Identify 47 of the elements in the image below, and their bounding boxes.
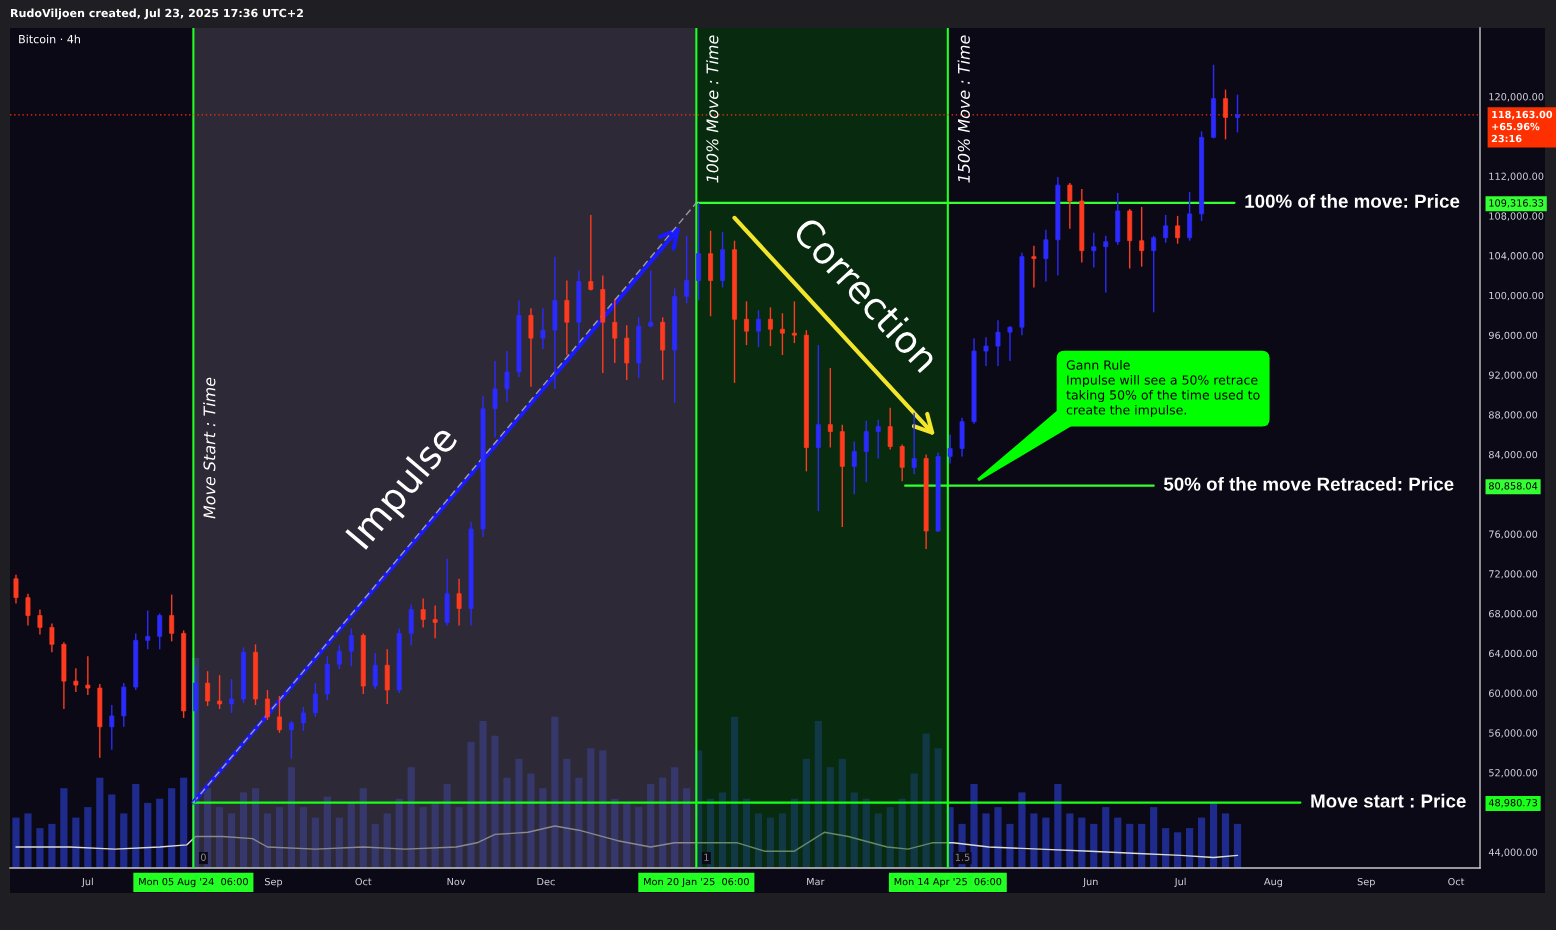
- annotation: Gann Rule Impulse will see a 50% retrace taking 50% of the time used to create the impulse.: [1066, 360, 1260, 417]
- annotation: 0: [200, 853, 206, 861]
- annotation: 1.5: [955, 853, 970, 861]
- y-tick-label: 104,000.00: [1489, 252, 1544, 261]
- y-tick-label: 120,000.00: [1489, 93, 1544, 102]
- y-tick-label: 96,000.00: [1488, 331, 1538, 340]
- y-tick-label: 48,980.73: [1488, 799, 1538, 808]
- y-tick-label: 72,000.00: [1489, 570, 1538, 579]
- legend-label: 100% of the move: Price: [1245, 194, 1460, 208]
- x-tick-label: Aug: [1264, 878, 1283, 888]
- legend-label: 50% of the move Retraced: Price: [1163, 476, 1454, 491]
- x-tick-label: Jul: [81, 877, 93, 888]
- y-tick-label: 92,000.00: [1488, 371, 1538, 380]
- annotation: 1: [704, 853, 709, 861]
- x-tick-label: Oct: [355, 877, 372, 886]
- y-tick-label: 112,000.00: [1489, 172, 1544, 181]
- x-tick-label: Mar: [807, 878, 825, 886]
- ref-line-label: Move Start : Time: [203, 377, 216, 519]
- y-tick-label: 88,000.00: [1488, 411, 1538, 420]
- chart-title: Bitcoin · 4h: [19, 34, 80, 44]
- x-tick-label: Sep: [1357, 877, 1375, 888]
- y-tick-label: 100,000.00: [1489, 291, 1544, 301]
- y-tick-label: 60,000.00: [1489, 689, 1538, 698]
- x-tick-label: Jul: [1174, 877, 1186, 888]
- y-tick-label: 84,000.00: [1488, 450, 1538, 460]
- x-tick-label: Nov: [447, 878, 466, 886]
- x-tick-label: Mon 20 Jan '25 06:00: [644, 877, 749, 888]
- x-tick-label: Oct: [1448, 877, 1465, 886]
- y-tick-label: 68,000.00: [1489, 609, 1538, 619]
- x-tick-label: Sep: [264, 877, 283, 888]
- y-tick-label: 52,000.00: [1489, 769, 1538, 778]
- y-tick-label: 109,316.33: [1489, 199, 1544, 208]
- x-tick-label: Mon 05 Aug '24 06:00: [139, 877, 248, 888]
- ref-line-label: 118,163.00 +65.96% 23:16: [1491, 110, 1553, 143]
- y-tick-label: 44,000.00: [1488, 848, 1538, 857]
- y-tick-label: 64,000.00: [1489, 649, 1538, 659]
- x-tick-label: Dec: [537, 878, 555, 886]
- y-tick-label: 76,000.00: [1489, 530, 1538, 539]
- ref-line-label: 150% Move : Time: [957, 35, 970, 183]
- x-tick-label: Jun: [1082, 878, 1098, 888]
- y-tick-label: 80,858.04: [1488, 482, 1538, 491]
- x-tick-label: Mon 14 Apr '25 06:00: [894, 877, 1002, 888]
- ref-line-label: 100% Move : Time: [706, 35, 719, 183]
- text: RudoViljoen created, Jul 23, 2025 17:36 UTC+2: [11, 8, 303, 20]
- legend-label: Move start : Price: [1311, 793, 1466, 808]
- y-tick-label: 108,000.00: [1489, 212, 1544, 221]
- y-tick-label: 56,000.00: [1489, 729, 1538, 738]
